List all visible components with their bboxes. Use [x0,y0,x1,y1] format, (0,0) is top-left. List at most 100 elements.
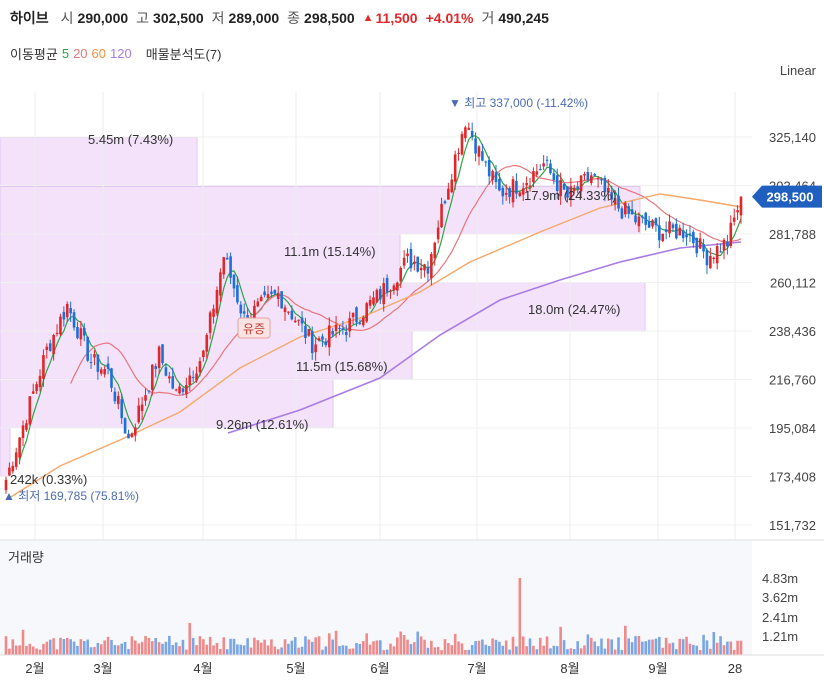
candle-body [239,304,243,314]
candle-body [675,223,678,239]
volume-profile-label: 18.0m (24.47%) [528,302,621,317]
candle-body [263,291,266,296]
candle-body [586,171,590,181]
volume-bar [433,647,437,655]
candle-body [671,224,675,229]
candle-body [127,433,130,439]
candle-body [617,195,620,209]
volume-bar [65,637,69,655]
volume-profile-label[interactable]: 매물분석도(7) [145,47,222,62]
volume-bar [644,641,648,655]
ma-label[interactable]: 이동평균 [10,47,58,62]
volume-bar [178,646,181,655]
candle-body [440,203,443,228]
volume-bar [249,647,253,655]
candle-body [518,192,522,196]
candle-body [637,216,641,227]
candle-body [334,324,338,331]
ma60-label[interactable]: 60 [91,46,107,61]
volume-bar [198,636,202,655]
volume-bar [525,646,528,655]
candle-body [409,248,413,269]
current-price-tag [752,185,822,208]
candle-body [698,238,702,249]
candle-body [106,363,110,369]
volume-bar [338,646,341,655]
candle-body [705,249,709,266]
volume-bar [14,645,18,655]
candle-body [327,325,331,348]
volume-bar [185,649,188,655]
volume-bar [45,641,49,655]
ma120-label[interactable]: 120 [110,46,132,61]
volume-bar [59,637,62,655]
candle-body [21,425,25,439]
candle-body [188,375,192,385]
volume-bar [147,637,151,655]
volume-bar [678,638,682,655]
candle-body [270,291,273,294]
candle-body [467,127,471,130]
volume-bar [385,649,389,655]
volume-bar [368,644,372,655]
volume-bar [654,638,658,655]
ma5-label[interactable]: 5 [61,46,70,61]
volume-bar [253,637,256,655]
volume-profile-label: 242k (0.33%) [10,472,87,487]
candle-body [89,362,93,364]
candle-body [253,305,256,320]
volume-bar [695,645,699,655]
volume-tick-label: 1.21m [762,629,798,644]
volume-value: 490,245 [498,10,549,26]
volume-bar [103,640,106,655]
candle-body [487,160,491,177]
scale-toggle[interactable]: Linear [779,63,816,78]
indicator-legend: 이동평균 5 20 60 120 매물분석도(7) [10,44,225,63]
volume-bar [501,645,505,655]
candle-body [423,264,426,271]
volume-bar [52,638,55,655]
ma20-label[interactable]: 20 [73,46,88,61]
volume-bar [116,645,120,655]
candle-body [413,261,416,265]
volume-bar [651,639,654,655]
candle-body [443,201,447,204]
volume-bar [600,638,603,655]
volume-bar [589,637,593,655]
candle-body [222,257,226,275]
candle-body [191,377,195,379]
candle-body [42,355,45,379]
volume-bar [259,642,263,655]
candle-body [664,229,668,232]
volume-pane-bg [0,541,752,655]
high-value: 302,500 [153,10,204,26]
candle-body [736,210,739,213]
volume-bar [229,638,232,655]
candle-body [692,231,695,244]
volume-bar [82,641,86,655]
candle-body [171,376,175,389]
volume-bar [351,648,355,655]
volume-bar [688,643,692,655]
candle-body [630,209,634,215]
volume-bar [566,649,569,655]
close-label: 종 [287,10,301,26]
volume-bar [620,649,624,655]
candle-body [504,192,508,195]
volume-bar [127,649,130,655]
candle-body [341,328,345,330]
volume-bar [715,642,719,655]
volume-bar [481,639,484,655]
candle-body [603,177,607,193]
candle-body [562,183,566,190]
candle-body [307,329,311,336]
price-tick-label: 195,084 [769,421,816,436]
volume-bar [586,634,590,655]
volume-bar [110,639,113,655]
volume-bar [460,643,464,655]
volume-bar [18,645,21,655]
volume-bar [641,641,644,655]
candle-body [372,297,375,305]
volume-bar [297,647,300,655]
